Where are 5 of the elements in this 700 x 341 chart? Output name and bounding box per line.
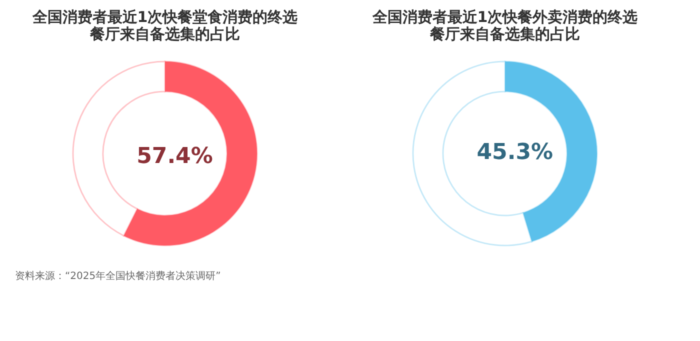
data-label: 45.3%	[476, 140, 554, 166]
chart-title: 全国消费者最近1次快餐外卖消费的终选餐厅来自备选集的占比	[371, 8, 638, 43]
data-label: 57.4%	[136, 144, 213, 169]
chart-title: 全国消费者最近1次快餐堂食消费的终选餐厅来自备选集的占比	[31, 8, 298, 43]
text: 资料来源：“2025年全国快餐消费者决策调研”	[15, 270, 221, 282]
